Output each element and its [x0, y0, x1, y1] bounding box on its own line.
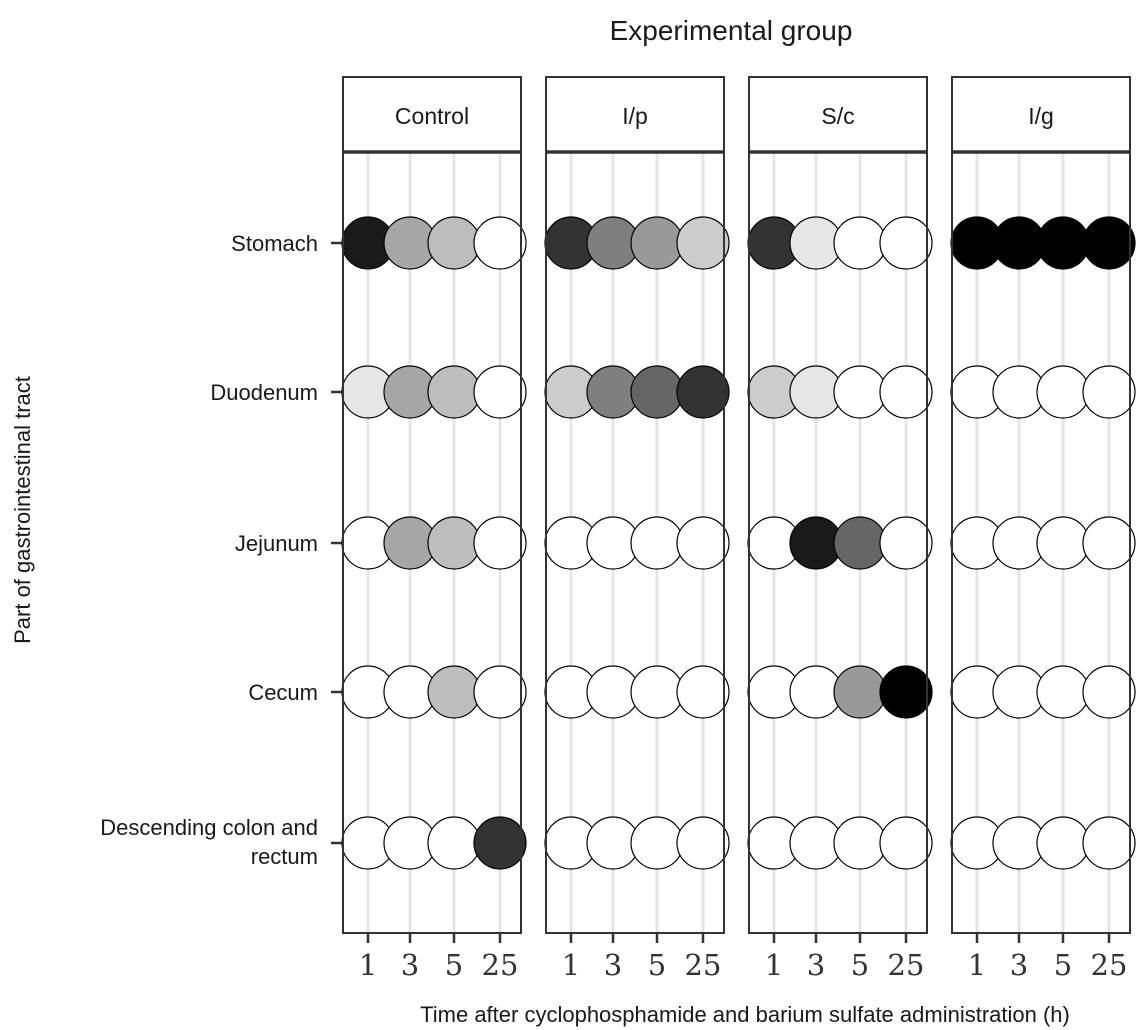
dot [473, 665, 527, 719]
dot [427, 216, 481, 270]
panel-i-g: I/g 1 3 5 25 [950, 76, 1136, 982]
panel-strip-label: S/c [821, 103, 854, 129]
x-tick-label: 1 [968, 948, 986, 982]
dot [427, 516, 481, 570]
panel-strip-label: I/p [622, 103, 648, 129]
panel-strip-label: Control [395, 103, 469, 129]
dot [473, 816, 527, 870]
x-tick-label: 1 [562, 948, 580, 982]
dot [427, 365, 481, 419]
x-tick-label: 3 [401, 948, 419, 982]
x-axis-title: Time after cyclophosphamide and barium s… [420, 1002, 1070, 1027]
row-label: Stomach [231, 231, 318, 256]
dot [879, 665, 933, 719]
dot [630, 216, 684, 270]
dot [1082, 516, 1136, 570]
row-label: Jejunum [235, 531, 318, 556]
dot [676, 816, 730, 870]
dot [1036, 816, 1090, 870]
dot [630, 516, 684, 570]
dot [833, 516, 887, 570]
dot [879, 365, 933, 419]
dot [427, 665, 481, 719]
dot [1036, 665, 1090, 719]
x-tick-label: 25 [888, 948, 925, 982]
x-tick-label: 25 [1091, 948, 1128, 982]
dot [833, 665, 887, 719]
dot [879, 216, 933, 270]
dot [833, 816, 887, 870]
row-labels: Stomach Duodenum Jejunum Cecum Descending co… [100, 231, 342, 869]
dot [1036, 365, 1090, 419]
dot [676, 216, 730, 270]
panel-strip-label: I/g [1028, 103, 1054, 129]
dot [1036, 216, 1090, 270]
chart-title: Experimental group [610, 15, 853, 46]
x-tick-label: 5 [445, 948, 463, 982]
x-tick-label: 1 [765, 948, 783, 982]
row-label: Duodenum [210, 380, 318, 405]
panel-i-p: I/p 1 3 5 25 [544, 76, 730, 982]
x-tick-label: 3 [604, 948, 622, 982]
dot [879, 516, 933, 570]
dot [427, 816, 481, 870]
dot [1082, 216, 1136, 270]
dot [473, 365, 527, 419]
dot [833, 365, 887, 419]
x-tick-label: 3 [1010, 948, 1028, 982]
dot [1082, 365, 1136, 419]
x-tick-label: 25 [685, 948, 722, 982]
dot [676, 665, 730, 719]
x-tick-label: 3 [807, 948, 825, 982]
dot [676, 365, 730, 419]
dot [473, 516, 527, 570]
dot [473, 216, 527, 270]
x-tick-label: 5 [648, 948, 666, 982]
panel-strip [545, 76, 725, 153]
row-label: Descending colon and rectum [100, 815, 318, 869]
dot [1082, 665, 1136, 719]
x-tick-label: 25 [482, 948, 519, 982]
dot [630, 816, 684, 870]
x-tick-label: 5 [1054, 948, 1072, 982]
row-label: Cecum [248, 680, 318, 705]
dot [833, 216, 887, 270]
y-axis-title: Part of gastrointestinal tract [10, 376, 35, 644]
panel-s-c: S/c 1 3 5 25 [747, 76, 933, 982]
dot [1082, 816, 1136, 870]
dot [1036, 516, 1090, 570]
dot [879, 816, 933, 870]
panel-control: Control 1 3 5 25 [341, 76, 527, 982]
dot [630, 665, 684, 719]
x-tick-label: 5 [851, 948, 869, 982]
panel-strip [951, 76, 1131, 153]
dot [676, 516, 730, 570]
x-tick-label: 1 [359, 948, 377, 982]
dot [630, 365, 684, 419]
